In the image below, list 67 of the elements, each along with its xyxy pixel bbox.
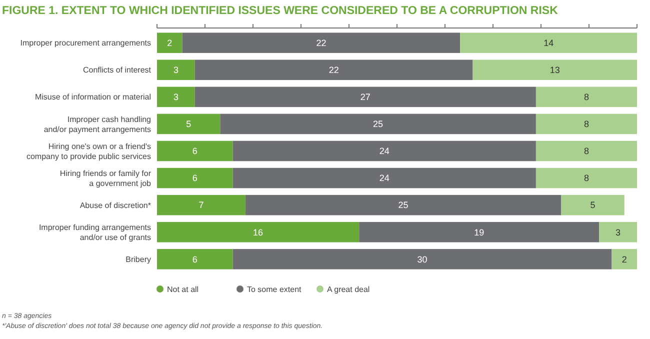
data-label: 3 [173, 65, 178, 76]
bar [359, 222, 600, 242]
data-label: 6 [192, 254, 198, 264]
bar [536, 114, 637, 134]
data-label: 24 [379, 146, 390, 156]
bar [157, 140, 233, 162]
bar [157, 222, 360, 242]
bar [157, 168, 233, 188]
data-label: 16 [253, 227, 264, 238]
bar [157, 32, 182, 53]
bar [561, 194, 624, 216]
bar [182, 32, 460, 53]
data-label: 25 [373, 119, 384, 130]
bar [220, 114, 536, 134]
bar [472, 60, 637, 80]
bar [536, 140, 637, 162]
y-tick-label: Hiring friends or family for a government job [60, 168, 152, 188]
data-label: 25 [398, 200, 408, 210]
bar [612, 249, 637, 270]
chart-title: FIGURE 1. EXTENT TO WHICH IDENTIFIED ISSUES WERE CONSIDERED TO BE A CORRUPTION RISK [2, 5, 559, 17]
data-label: 8 [584, 146, 589, 156]
data-label: 14 [544, 38, 554, 48]
bar [157, 249, 233, 270]
legend-label: To some extent [247, 284, 302, 294]
bar [536, 86, 637, 108]
data-label: 2 [167, 38, 172, 48]
y-tick-label: Conflicts of interest [82, 66, 152, 75]
y-tick-label: Improper funding arrangements and/or use of grants [38, 222, 151, 242]
data-label: 2 [622, 254, 627, 264]
data-label: 30 [417, 254, 428, 264]
bar [157, 194, 246, 216]
bar [194, 60, 473, 80]
bar [599, 222, 637, 242]
data-label: 7 [198, 200, 204, 210]
data-label: 6 [192, 146, 198, 156]
bar [232, 249, 612, 270]
data-label: 8 [584, 119, 589, 130]
data-label: 19 [474, 227, 484, 238]
bar [232, 168, 536, 188]
y-tick-label: Bribery [126, 254, 151, 264]
data-label: 22 [316, 38, 326, 48]
y-tick-label: Misuse of information or material [34, 92, 152, 102]
data-label: 8 [584, 92, 589, 102]
data-label: 22 [328, 65, 339, 76]
data-label: 13 [550, 65, 560, 76]
data-label: 3 [616, 227, 621, 238]
bar [157, 60, 195, 80]
y-tick-label: Hiring one's own or a friend's company to provide public services [26, 142, 151, 161]
bar [157, 114, 220, 134]
data-label: 27 [360, 92, 370, 102]
data-label: 6 [192, 173, 198, 184]
bar [245, 194, 562, 216]
bar [157, 86, 195, 108]
data-label: 5 [186, 119, 192, 130]
bar [536, 168, 637, 188]
legend-label: Not at all [167, 284, 199, 294]
bar [460, 32, 637, 53]
data-label: 24 [379, 173, 390, 184]
y-tick-label: Improper procurement arrangements [20, 38, 151, 48]
bar [194, 86, 536, 108]
bar [232, 140, 536, 162]
y-tick-label: Abuse of discretion* [80, 200, 151, 210]
data-label: 5 [590, 200, 596, 210]
data-label: 3 [173, 92, 178, 102]
data-label: 8 [584, 173, 589, 184]
y-tick-label: Improper cash handling and/or payment arrangements [44, 114, 151, 134]
legend-label: A great deal [327, 284, 370, 294]
